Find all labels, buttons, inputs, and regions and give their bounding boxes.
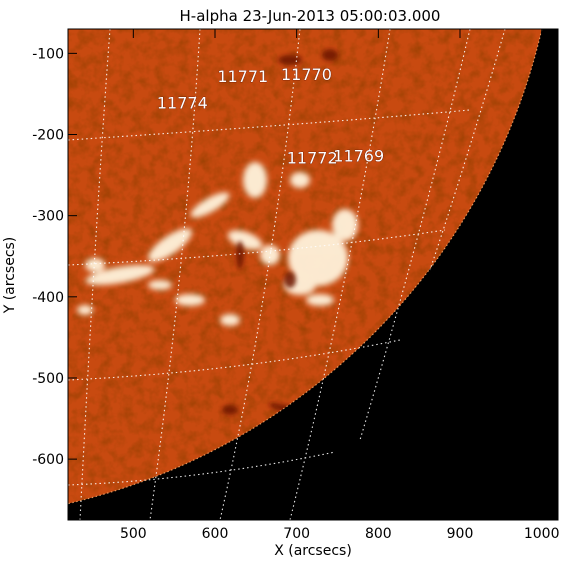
longitude-line — [429, 29, 506, 271]
x-tick-label: 1000 — [524, 526, 560, 542]
x-tick-label: 600 — [202, 526, 229, 542]
y-tick-label: -300 — [32, 209, 64, 225]
active-region-label: 11769 — [333, 146, 384, 165]
y-tick-label: -100 — [32, 46, 64, 62]
y-axis-title: Y (arcsecs) — [2, 237, 18, 315]
y-tick-label: -200 — [32, 128, 64, 144]
active-region-label: 11774 — [157, 94, 208, 113]
y-tick-label: -500 — [32, 371, 64, 387]
x-tick-label: 700 — [283, 526, 310, 542]
y-axis-ticks: -100 -200 -300 -400 -500 -600 — [32, 46, 558, 468]
x-axis-title: X (arcsecs) — [274, 543, 352, 559]
longitude-line — [149, 29, 201, 520]
latitude-line — [68, 229, 446, 266]
active-region-label: 11771 — [217, 67, 268, 86]
plot-frame — [67, 28, 559, 521]
active-region-label: 11770 — [281, 65, 332, 84]
latitude-line — [68, 109, 471, 141]
longitude-line — [289, 29, 391, 520]
y-tick-label: -600 — [32, 452, 64, 468]
plot-title: H-alpha 23-Jun-2013 05:00:03.000 — [180, 7, 441, 25]
x-tick-label: 500 — [120, 526, 147, 542]
x-tick-label: 800 — [365, 526, 392, 542]
plage-regions — [77, 162, 358, 326]
y-tick-label: -400 — [32, 290, 64, 306]
x-tick-label: 900 — [447, 526, 474, 542]
latitude-line — [68, 451, 336, 486]
heliographic-grid — [68, 29, 506, 520]
active-region-label: 11772 — [287, 149, 338, 168]
x-axis-ticks: 500 600 700 800 900 1000 — [120, 29, 560, 542]
